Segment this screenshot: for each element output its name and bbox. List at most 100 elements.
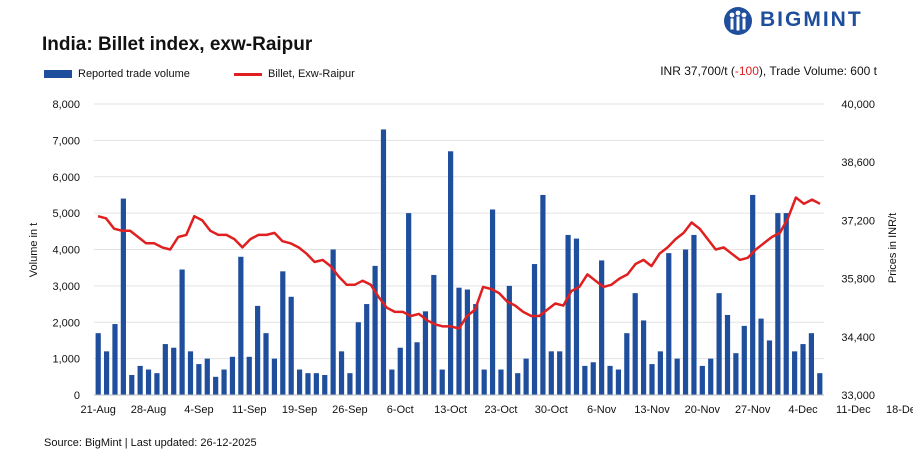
volume-bar: [313, 373, 319, 395]
left-tick-label: 4,000: [52, 245, 80, 257]
x-tick-label: 11-Dec: [836, 404, 871, 416]
legend-item-price: Billet, Exw-Raipur: [234, 68, 355, 80]
volume-bar: [808, 333, 815, 395]
volume-bar: [498, 369, 504, 395]
volume-bar: [255, 305, 261, 395]
volume-bar: [557, 351, 563, 395]
volume-bar: [599, 260, 605, 395]
volume-bar: [489, 209, 496, 395]
bigmint-logo-icon: [724, 7, 752, 35]
x-tick-label: 30-Oct: [535, 404, 568, 416]
volume-bar: [464, 289, 470, 395]
volume-bar: [204, 358, 210, 395]
volume-bar: [741, 325, 747, 395]
volume-bar: [213, 376, 219, 395]
x-tick-label: 13-Nov: [634, 404, 670, 416]
volume-bar: [154, 373, 160, 395]
volume-bar: [347, 373, 353, 395]
left-axis-ticks: 0 1,000 2,000 3,000 4,000 5,000 6,000 7,000 8,00…: [52, 99, 80, 402]
x-tick-label: 11-Sep: [232, 404, 267, 416]
volume-bar: [162, 344, 168, 395]
right-tick-label: 35,800: [841, 274, 875, 286]
volume-bar: [171, 347, 177, 395]
volume-bar: [389, 369, 395, 395]
gridlines: [94, 103, 824, 360]
price-note-prefix: INR 37,700/t (: [660, 64, 735, 78]
volume-bar: [112, 324, 118, 395]
legend-line-swatch: [234, 72, 262, 76]
volume-bar: [221, 369, 227, 395]
volume-bar: [573, 238, 580, 395]
volume-bar: [473, 304, 479, 395]
right-tick-label: 34,400: [841, 332, 875, 344]
x-tick-label: 4-Sep: [184, 404, 213, 416]
x-tick-label: 23-Oct: [484, 404, 517, 416]
volume-bar: [288, 296, 294, 395]
left-tick-label: 1,000: [52, 354, 80, 366]
volume-bar: [179, 269, 185, 395]
x-tick-label: 4-Dec: [788, 404, 818, 416]
volume-bar: [322, 374, 328, 395]
price-summary: INR 37,700/t (-100), Trade Volume: 600 t: [660, 64, 877, 78]
volume-bar: [280, 271, 286, 395]
volume-bar: [120, 198, 126, 395]
volume-bar: [246, 356, 252, 395]
volume-bars: [95, 129, 823, 395]
x-tick-label: 19-Sep: [282, 404, 317, 416]
volume-bar: [145, 369, 152, 395]
price-note-suffix: ), Trade Volume: 600 t: [758, 64, 877, 78]
volume-bar: [582, 365, 588, 395]
brand-name: BIGMINT: [760, 8, 863, 31]
x-tick-label: 21-Aug: [80, 404, 115, 416]
volume-bar: [103, 351, 110, 395]
x-tick-label: 28-Aug: [131, 404, 166, 416]
volume-bar: [640, 320, 647, 395]
volume-bar: [330, 249, 336, 395]
price-line: [97, 196, 821, 330]
volume-bar: [691, 234, 697, 395]
volume-bar: [531, 264, 538, 395]
x-tick-label: 18-Dec: [886, 404, 913, 416]
volume-bar: [422, 311, 429, 395]
right-tick-label: 40,000: [841, 99, 875, 111]
volume-bar: [548, 351, 554, 395]
volume-bar: [523, 358, 529, 395]
left-tick-label: 5,000: [52, 208, 80, 220]
x-tick-label: 13-Oct: [434, 404, 467, 416]
legend-label-price: Billet, Exw-Raipur: [268, 68, 355, 80]
volume-bar: [506, 285, 512, 395]
volume-bar: [674, 358, 680, 395]
volume-bar: [750, 194, 756, 395]
left-tick-label: 7,000: [52, 135, 80, 147]
volume-bar: [338, 351, 345, 395]
volume-bar: [95, 333, 101, 395]
volume-bar: [682, 249, 689, 395]
right-axis-ticks: 33,000 34,400 35,800 37,200 38,600 40,000: [841, 99, 875, 402]
volume-bar: [708, 358, 714, 395]
volume-bar: [137, 365, 143, 395]
legend-bar-swatch: [44, 70, 72, 79]
left-axis-title: Volume in t: [28, 223, 40, 277]
volume-bar: [733, 353, 739, 395]
volume-bar: [238, 256, 244, 395]
volume-bar: [540, 194, 546, 395]
volume-bar: [481, 369, 487, 395]
volume-bar: [406, 213, 412, 395]
volume-bar: [456, 287, 462, 395]
volume-bar: [758, 318, 764, 395]
volume-bar: [632, 293, 638, 395]
volume-bar: [716, 293, 722, 395]
x-tick-label: 26-Sep: [332, 404, 367, 416]
volume-bar: [792, 351, 798, 395]
volume-bar: [187, 351, 194, 395]
volume-bar: [296, 369, 303, 395]
volume-bar: [372, 265, 378, 395]
right-tick-label: 38,600: [841, 157, 875, 169]
volume-bar: [439, 369, 445, 395]
volume-bar: [775, 213, 781, 395]
volume-bar: [699, 365, 705, 395]
left-tick-label: 3,000: [52, 281, 80, 293]
chart-title: India: Billet index, exw-Raipur: [42, 34, 313, 55]
volume-bar: [515, 373, 521, 395]
